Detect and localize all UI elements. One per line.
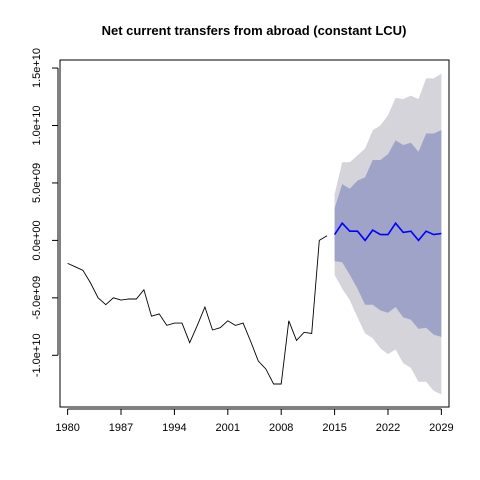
plot-frame	[59, 59, 450, 408]
y-tick-label: 1.0e+10	[31, 105, 43, 145]
x-tick-label: 2022	[376, 422, 400, 434]
x-tick-label: 1980	[55, 422, 79, 434]
x-tick-label: 1994	[162, 422, 186, 434]
x-tick-label: 2029	[429, 422, 453, 434]
forecast-line	[333, 221, 442, 242]
y-tick-label: 1.5e+10	[31, 48, 43, 88]
x-tick-label: 1987	[109, 422, 133, 434]
history-line	[67, 235, 328, 385]
y-tick-label: 5.0e+09	[31, 163, 43, 203]
y-tick-label: -5.0e+09	[31, 276, 43, 320]
y-tick-label: -1.0e+10	[31, 333, 43, 377]
series-lines	[67, 221, 442, 385]
x-tick-label: 2001	[216, 422, 240, 434]
x-tick-label: 2015	[322, 422, 346, 434]
x-tick-label: 2008	[269, 422, 293, 434]
chart-title: Net current transfers from abroad (const…	[102, 23, 407, 38]
axes: 1980 1987 1994 2001 2008 2015 2022 2029 -1.0e+10…	[31, 48, 454, 434]
y-tick-label: 0.0e+00	[31, 220, 43, 260]
